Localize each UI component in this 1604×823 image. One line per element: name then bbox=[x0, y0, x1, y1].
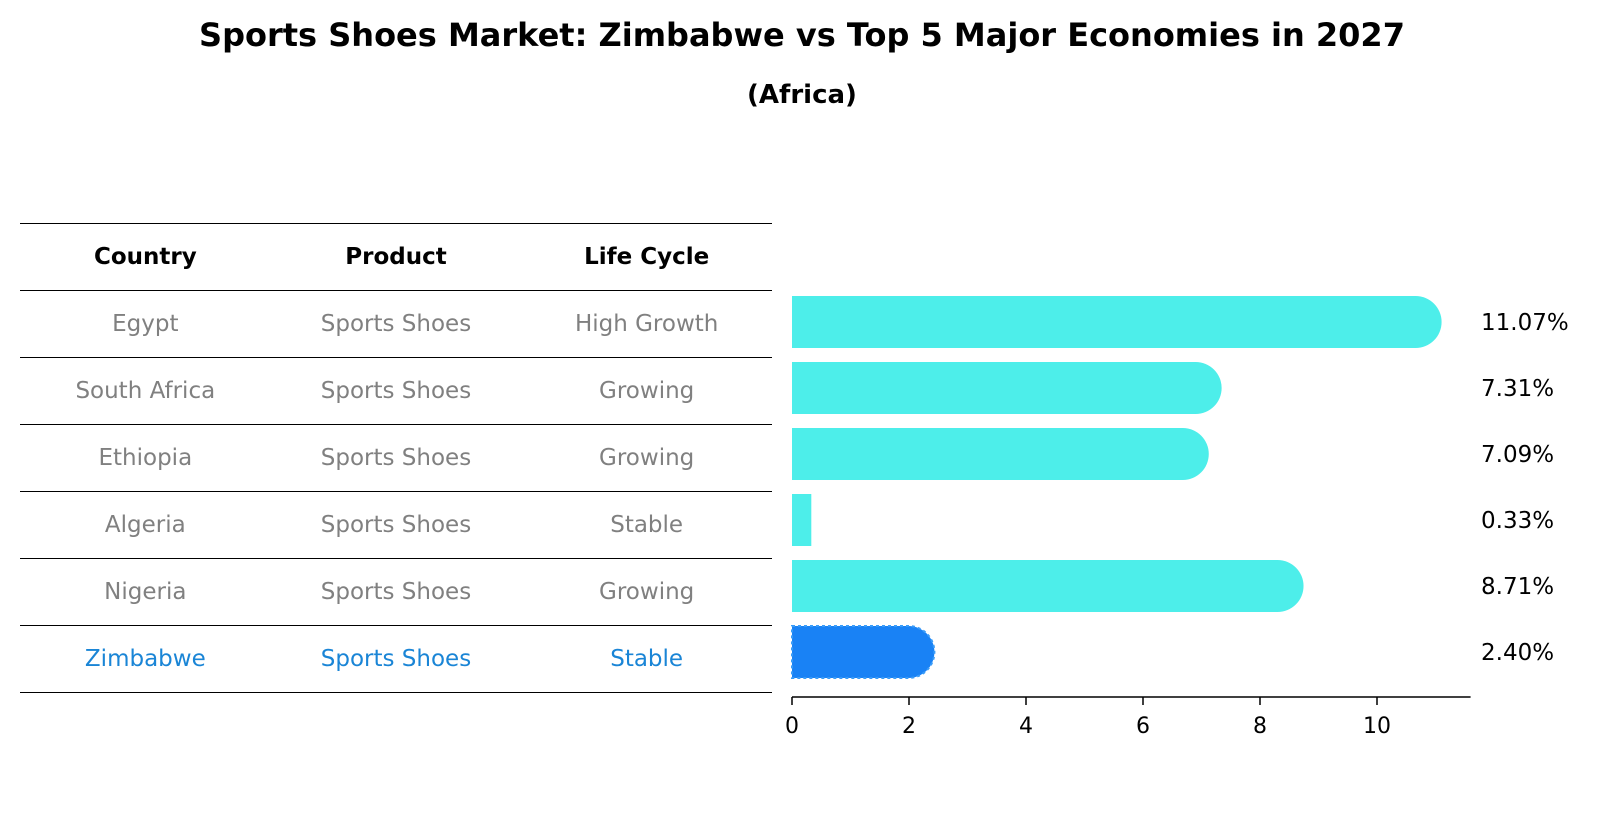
chart-subtitle: (Africa) bbox=[747, 80, 857, 110]
bar-algeria bbox=[792, 494, 812, 546]
cell-life-cycle: High Growth bbox=[521, 290, 772, 358]
comparison-table: Country Product Life Cycle Egypt Sports … bbox=[20, 223, 772, 693]
chart-title: Sports Shoes Market: Zimbabwe vs Top 5 M… bbox=[199, 16, 1405, 54]
cell-country: Zimbabwe bbox=[20, 625, 271, 693]
cell-product: Sports Shoes bbox=[270, 491, 522, 559]
header-product: Product bbox=[270, 223, 522, 291]
bar-ethiopia bbox=[792, 428, 1209, 480]
cell-product: Sports Shoes bbox=[270, 625, 522, 693]
x-tick-label: 0 bbox=[785, 714, 799, 739]
value-label: 11.07% bbox=[1481, 310, 1569, 336]
x-tick-label: 10 bbox=[1363, 714, 1391, 739]
cell-country: Nigeria bbox=[20, 558, 271, 626]
cell-product: Sports Shoes bbox=[270, 424, 522, 492]
value-label: 7.09% bbox=[1481, 442, 1554, 468]
table-row: Ethiopia Sports Shoes Growing bbox=[20, 424, 772, 492]
value-label: 8.71% bbox=[1481, 574, 1554, 600]
table-row: Egypt Sports Shoes High Growth bbox=[20, 290, 772, 358]
header-country: Country bbox=[20, 223, 271, 291]
cell-life-cycle: Stable bbox=[521, 491, 772, 559]
header-life-cycle: Life Cycle bbox=[521, 223, 772, 291]
bar-egypt bbox=[792, 296, 1442, 348]
table-row: Algeria Sports Shoes Stable bbox=[20, 491, 772, 559]
cell-life-cycle: Growing bbox=[521, 357, 772, 425]
x-tick-label: 4 bbox=[1019, 714, 1033, 739]
bar-nigeria bbox=[792, 560, 1304, 612]
x-tick-label: 2 bbox=[902, 714, 916, 739]
table-row: Nigeria Sports Shoes Growing bbox=[20, 558, 772, 626]
cell-country: Egypt bbox=[20, 290, 271, 358]
table-row: South Africa Sports Shoes Growing bbox=[20, 357, 772, 425]
cell-country: Ethiopia bbox=[20, 424, 271, 492]
table-header-row: Country Product Life Cycle bbox=[20, 223, 772, 291]
cell-life-cycle: Stable bbox=[521, 625, 772, 693]
cell-life-cycle: Growing bbox=[521, 424, 772, 492]
value-label: 7.31% bbox=[1481, 376, 1554, 402]
table-row-highlighted: Zimbabwe Sports Shoes Stable bbox=[20, 625, 772, 693]
x-tick-label: 8 bbox=[1253, 714, 1267, 739]
x-tick-label: 6 bbox=[1136, 714, 1150, 739]
value-label: 2.40% bbox=[1481, 640, 1554, 666]
cell-product: Sports Shoes bbox=[270, 290, 522, 358]
cell-product: Sports Shoes bbox=[270, 357, 522, 425]
cell-country: Algeria bbox=[20, 491, 271, 559]
bar-south-africa bbox=[792, 362, 1222, 414]
bar-zimbabwe bbox=[791, 625, 936, 679]
cell-country: South Africa bbox=[20, 357, 271, 425]
cell-product: Sports Shoes bbox=[270, 558, 522, 626]
value-label: 0.33% bbox=[1481, 508, 1554, 534]
cell-life-cycle: Growing bbox=[521, 558, 772, 626]
